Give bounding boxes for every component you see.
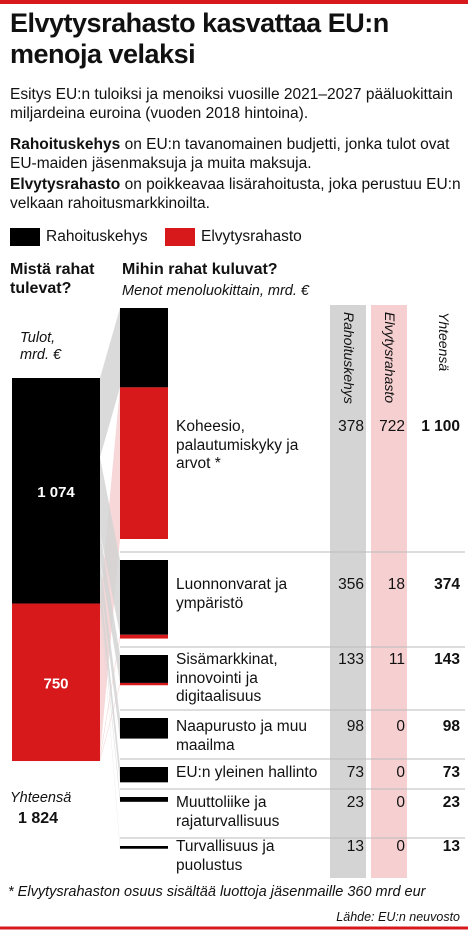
value-label: 356 [338, 576, 364, 593]
category-label: Turvallisuus ja puolustus [176, 838, 275, 874]
category-label: EU:n yleinen hallinto [176, 764, 318, 781]
value-label: 73 [346, 764, 364, 781]
subtitle: Esitys EU:n tuloiksi ja menoiksi vuosill… [10, 86, 453, 122]
top-rule [0, 0, 468, 4]
note: Rahoituskehys on EU:n tavanomainen budje… [10, 136, 465, 173]
total-label: 143 [434, 651, 460, 668]
total-label: 98 [442, 718, 460, 735]
income-bar [12, 603, 100, 762]
value-label: 0 [396, 838, 405, 855]
legend-label: Rahoituskehys [46, 228, 148, 245]
expense-bar [120, 718, 168, 739]
column-band [371, 305, 407, 878]
category-label: Luonnonvarat ja ympäristö [176, 576, 288, 612]
source: Lähde: EU:n neuvosto [336, 910, 460, 924]
expense-bar [120, 655, 168, 683]
expense-bar [120, 308, 168, 388]
value-label: 0 [396, 764, 405, 781]
flow [100, 580, 120, 783]
legend-swatch [165, 228, 195, 246]
total-label: 374 [434, 576, 460, 593]
value-label: 98 [346, 718, 364, 735]
total-label: 13 [442, 838, 460, 855]
flow [100, 600, 120, 849]
note: Elvytysrahasto on poikkeavaa lisärahoitu… [10, 176, 465, 213]
category-label: Koheesio, palautumiskyky ja arvot * [176, 418, 299, 473]
title: Elvytysrahasto kasvattaa EU:n menoja vel… [10, 8, 389, 70]
column-header: Elvytysrahasto [382, 312, 398, 404]
expense-bar [120, 682, 168, 686]
total-label: 23 [442, 794, 460, 811]
note-text: on EU:n tavanomainen budjetti, jonka tul… [10, 136, 450, 172]
total-label: 73 [442, 764, 460, 781]
income-heading: Mistä rahat tulevat? [10, 261, 95, 298]
value-label: 0 [396, 718, 405, 735]
column-band [330, 305, 366, 878]
value-label: 0 [396, 794, 405, 811]
note-text: on poikkeavaa lisärahoitusta, joka perus… [10, 176, 461, 212]
income-unit: Tulot, mrd. € [20, 330, 62, 364]
total-label: 1 100 [421, 418, 460, 435]
value-label: 11 [388, 651, 405, 668]
expense-bar [120, 797, 168, 802]
flow [100, 682, 120, 762]
expense-heading: Mihin rahat kuluvat? [122, 261, 278, 278]
expense-bar [120, 387, 168, 539]
income-value-label: 1 074 [37, 484, 75, 501]
income-bar [12, 378, 100, 604]
category-label: Muuttoliike ja rajaturvallisuus [176, 794, 280, 830]
category-label: Naapurusto ja muu maailma [176, 718, 307, 754]
flow [100, 457, 120, 635]
column-header: Yhteensä [436, 312, 452, 372]
note-term: Elvytysrahasto [10, 176, 121, 193]
value-label: 18 [387, 576, 405, 593]
flow [100, 532, 120, 683]
category-label: Sisämarkkinat, innovointi ja digitaalisu… [176, 651, 278, 706]
value-label: 133 [338, 651, 364, 668]
footnote: * Elvytysrahaston osuus sisältää luottoj… [8, 884, 426, 900]
expense-bar [120, 767, 168, 783]
value-label: 378 [338, 418, 364, 435]
legend-label: Elvytysrahasto [201, 228, 302, 245]
expense-bar [120, 634, 168, 639]
flow [100, 308, 120, 458]
value-label: 722 [379, 418, 405, 435]
flow [100, 560, 120, 739]
column-header: Rahoituskehys [341, 312, 357, 404]
income-value-label: 750 [43, 675, 68, 692]
value-label: 23 [346, 794, 364, 811]
expense-unit: Menot menoluokittain, mrd. € [122, 283, 309, 299]
value-label: 13 [346, 838, 364, 855]
expense-bar [120, 846, 168, 849]
expense-bar [120, 560, 168, 635]
legend-swatch [10, 228, 40, 246]
income-total-label: Yhteensä [10, 790, 72, 806]
income-total: 1 824 [18, 810, 59, 827]
flow [100, 595, 120, 802]
note-term: Rahoituskehys [10, 136, 121, 153]
